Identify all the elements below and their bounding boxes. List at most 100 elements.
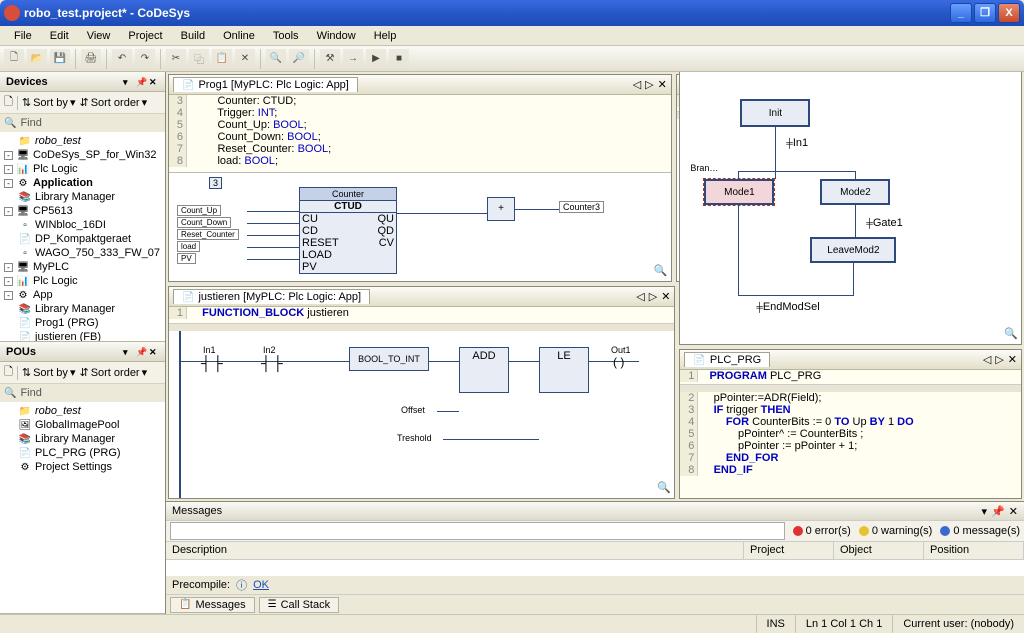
menu-edit[interactable]: Edit bbox=[42, 28, 77, 44]
tool-build[interactable]: ⚒ bbox=[320, 49, 340, 69]
close-button[interactable]: X bbox=[998, 3, 1020, 23]
tool-print[interactable]: 🖨 bbox=[81, 49, 101, 69]
panel-pin-icon[interactable]: 📌 bbox=[991, 505, 1005, 518]
pous-panel-header[interactable]: POUs ▾📌✕ bbox=[0, 342, 165, 362]
sfc-canvas[interactable]: Init ╪In1 Bran… Mode1 Mode2 ╪Gate1 Leave… bbox=[680, 91, 1021, 344]
sfc-leavemod2[interactable]: LeaveMod2 bbox=[810, 237, 896, 263]
sortby-dropdown[interactable]: ⇅Sort by ▾ bbox=[22, 366, 76, 379]
fbd-input-count_up[interactable]: Count_Up bbox=[177, 205, 221, 216]
tree-node[interactable]: ▫WAGO_750_333_FW_07 bbox=[0, 246, 165, 260]
tool-new[interactable]: 🗋 bbox=[4, 49, 24, 69]
expand-icon[interactable]: - bbox=[4, 277, 13, 286]
sortorder-dropdown[interactable]: ⇵Sort order ▾ bbox=[79, 366, 147, 379]
errors-badge[interactable]: 0 error(s) bbox=[793, 525, 851, 537]
messages-header[interactable]: Messages ▾ 📌 ✕ bbox=[166, 502, 1024, 520]
sfc-mode1[interactable]: Mode1 bbox=[704, 179, 774, 205]
menu-view[interactable]: View bbox=[79, 28, 119, 44]
messages-tab-messages[interactable]: 📋 Messages bbox=[170, 597, 255, 613]
expand-icon[interactable]: - bbox=[4, 179, 13, 188]
tree-node[interactable]: 📄DP_Kompaktgeraet bbox=[0, 232, 165, 246]
in2-contact[interactable]: ┤├ bbox=[261, 355, 285, 371]
fbd-input-pv[interactable]: PV bbox=[177, 253, 196, 264]
tree-node[interactable]: 📄PLC_PRG (PRG) bbox=[0, 446, 165, 460]
out1-coil[interactable]: ( ) bbox=[613, 355, 624, 369]
tree-node[interactable]: -⚙Application bbox=[0, 176, 165, 190]
tool-delete[interactable]: ✕ bbox=[235, 49, 255, 69]
sortorder-dropdown[interactable]: ⇵Sort order ▾ bbox=[79, 96, 147, 109]
add-block[interactable]: + bbox=[487, 197, 515, 221]
devices-panel-header[interactable]: Devices ▾📌✕ bbox=[0, 72, 165, 92]
tab-prev-icon[interactable]: ◁ bbox=[983, 353, 991, 366]
menu-build[interactable]: Build bbox=[173, 28, 213, 44]
tree-node[interactable]: -📊Plc Logic bbox=[0, 162, 165, 176]
tool-copy[interactable]: ⿻ bbox=[189, 49, 209, 69]
menu-help[interactable]: Help bbox=[366, 28, 405, 44]
panel-close-icon[interactable]: ✕ bbox=[1009, 505, 1018, 518]
tree-node[interactable]: 📁robo_test bbox=[0, 404, 165, 418]
panel-close-icon[interactable]: ✕ bbox=[149, 77, 159, 87]
tab-prev-icon[interactable]: ◁ bbox=[633, 78, 641, 91]
menu-file[interactable]: File bbox=[6, 28, 40, 44]
tab-next-icon[interactable]: ▷ bbox=[649, 290, 657, 303]
devices-new-icon[interactable]: 🗋 bbox=[4, 93, 13, 112]
add-block[interactable]: ADD bbox=[459, 347, 509, 393]
tab-next-icon[interactable]: ▷ bbox=[645, 78, 653, 91]
bool-to-int-block[interactable]: BOOL_TO_INT bbox=[349, 347, 429, 371]
tree-node[interactable]: 📄Prog1 (PRG) bbox=[0, 316, 165, 330]
expand-icon[interactable]: - bbox=[4, 291, 13, 300]
plcprg-body[interactable]: 2 pPointer:=ADR(Field);3 IF trigger THEN… bbox=[680, 392, 1021, 498]
tree-node[interactable]: -🖥MyPLC bbox=[0, 260, 165, 274]
messages-badge[interactable]: 0 message(s) bbox=[940, 525, 1020, 537]
devices-find-row[interactable]: 🔍 Find bbox=[0, 114, 165, 132]
tree-node[interactable]: -📊Plc Logic bbox=[0, 274, 165, 288]
pous-new-icon[interactable]: 🗋 bbox=[4, 363, 13, 382]
plcprg-header[interactable]: 1 PROGRAM PLC_PRG bbox=[680, 370, 1021, 384]
tree-node[interactable]: 📚Library Manager bbox=[0, 432, 165, 446]
justieren-tab[interactable]: 📄 justieren [MyPLC: Plc Logic: App] bbox=[173, 289, 370, 304]
le-block[interactable]: LE bbox=[539, 347, 589, 393]
sortby-dropdown[interactable]: ⇅Sort by ▾ bbox=[22, 96, 76, 109]
tree-node[interactable]: 📚Library Manager bbox=[0, 302, 165, 316]
messages-category-dropdown[interactable] bbox=[170, 522, 785, 540]
tool-stop[interactable]: ■ bbox=[389, 49, 409, 69]
precompile-ok-link[interactable]: OK bbox=[253, 579, 269, 591]
tool-start[interactable]: ▶ bbox=[366, 49, 386, 69]
panel-pin-icon[interactable]: 📌 bbox=[136, 77, 146, 87]
justieren-header[interactable]: 1 FUNCTION_BLOCK justieren bbox=[169, 307, 674, 323]
menu-window[interactable]: Window bbox=[309, 28, 364, 44]
expand-icon[interactable]: - bbox=[4, 207, 13, 216]
tree-node[interactable]: ▫WINbloc_16DI bbox=[0, 218, 165, 232]
zoom-icon[interactable]: 🔍 bbox=[1004, 327, 1018, 341]
panel-close-icon[interactable]: ✕ bbox=[149, 347, 159, 357]
fbd-input-count_down[interactable]: Count_Down bbox=[177, 217, 231, 228]
tool-login[interactable]: → bbox=[343, 49, 363, 69]
messages-columns[interactable]: Description Project Object Position bbox=[166, 542, 1024, 560]
tool-findnext[interactable]: 🔎 bbox=[289, 49, 309, 69]
tree-node[interactable]: ⚙Project Settings bbox=[0, 460, 165, 474]
tab-next-icon[interactable]: ▷ bbox=[995, 353, 1003, 366]
menu-tools[interactable]: Tools bbox=[265, 28, 307, 44]
expand-icon[interactable]: - bbox=[4, 263, 13, 272]
tree-node[interactable]: 🖼GlobalImagePool bbox=[0, 418, 165, 432]
messages-list[interactable] bbox=[166, 560, 1024, 576]
tree-node[interactable]: -🖥CP5613 bbox=[0, 204, 165, 218]
panel-dropdown-icon[interactable]: ▾ bbox=[982, 505, 988, 518]
panel-dropdown-icon[interactable]: ▾ bbox=[123, 347, 133, 357]
tool-redo[interactable]: ↷ bbox=[135, 49, 155, 69]
menu-online[interactable]: Online bbox=[215, 28, 263, 44]
tool-save[interactable]: 💾 bbox=[50, 49, 70, 69]
minimize-button[interactable]: _ bbox=[950, 3, 972, 23]
prog1-fbd-diagram[interactable]: 3 Counter CTUD CUCDRESETLOADPV QUQDCV Co… bbox=[169, 173, 671, 281]
warnings-badge[interactable]: 0 warning(s) bbox=[859, 525, 933, 537]
tree-node[interactable]: -⚙App bbox=[0, 288, 165, 302]
expand-icon[interactable]: - bbox=[4, 165, 13, 174]
zoom-icon[interactable]: 🔍 bbox=[657, 481, 671, 495]
tree-node[interactable]: 📄justieren (FB) bbox=[0, 330, 165, 342]
tree-node[interactable]: 📁robo_test bbox=[0, 134, 165, 148]
tool-paste[interactable]: 📋 bbox=[212, 49, 232, 69]
menu-project[interactable]: Project bbox=[120, 28, 170, 44]
prog1-declarations[interactable]: 3 Counter: CTUD;4 Trigger: INT;5 Count_U… bbox=[169, 95, 671, 173]
maximize-button[interactable]: ❐ bbox=[974, 3, 996, 23]
tab-close-icon[interactable]: ✕ bbox=[1008, 353, 1017, 366]
panel-pin-icon[interactable]: 📌 bbox=[136, 347, 146, 357]
